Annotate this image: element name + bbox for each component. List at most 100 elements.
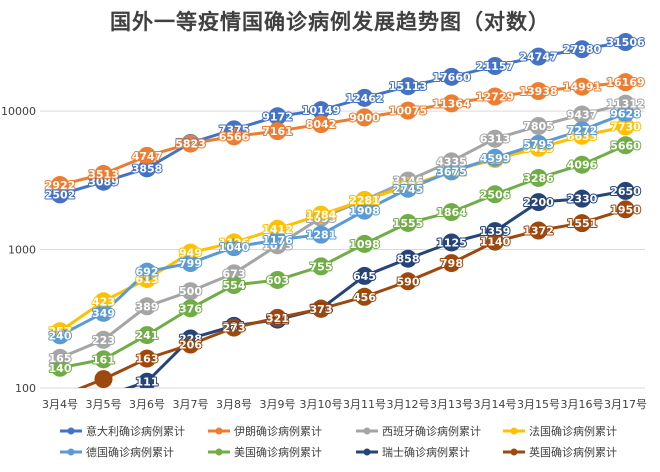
data-label: 1908 (349, 205, 380, 218)
data-label: 12462 (345, 92, 383, 105)
data-label: 373 (310, 303, 333, 316)
data-point (616, 200, 635, 219)
data-label: 755 (310, 260, 333, 273)
y-tick-label: 100 (15, 382, 36, 395)
data-label: 281 (223, 320, 246, 333)
data-label: 17660 (432, 71, 471, 84)
data-point (181, 299, 200, 318)
data-point (442, 67, 461, 86)
data-point (486, 57, 504, 76)
data-label: 500 (179, 285, 202, 298)
data-label: 1140 (480, 236, 511, 249)
data-point (312, 225, 330, 244)
y-tick-label: 10000 (1, 105, 36, 118)
data-label: 1098 (349, 238, 380, 251)
data-point (138, 326, 156, 345)
data-point (573, 155, 591, 174)
data-label: 1176 (262, 234, 293, 247)
data-point (181, 134, 200, 153)
data-point (573, 189, 591, 208)
data-point (486, 87, 504, 106)
data-label: 15113 (389, 80, 427, 93)
data-point (138, 297, 156, 316)
data-point (138, 159, 156, 178)
data-label: 10075 (389, 105, 427, 118)
data-label: 31506 (606, 36, 645, 49)
data-point (486, 232, 504, 251)
data-label: 5423 (523, 142, 554, 155)
data-label: 5823 (175, 138, 206, 151)
data-label: 27980 (563, 43, 602, 56)
data-label: 692 (136, 266, 159, 279)
data-label: 2281 (349, 194, 380, 207)
data-label: 140 (49, 362, 72, 375)
data-label: 24747 (519, 51, 557, 64)
data-label: 554 (223, 279, 246, 292)
data-label: 4499 (480, 153, 511, 166)
data-label: 1281 (306, 229, 337, 242)
data-label: 312 (266, 314, 289, 327)
data-point (529, 193, 548, 212)
data-point (138, 372, 156, 388)
data-label: 2650 (610, 185, 641, 198)
data-point (268, 107, 287, 126)
data-label: 240 (49, 329, 72, 342)
data-point (573, 105, 591, 124)
data-point (355, 287, 374, 306)
data-label: 5883 (175, 137, 206, 150)
data-point (138, 349, 156, 368)
data-label: 1372 (523, 225, 554, 238)
x-tick-label: 3月9号 (260, 398, 296, 411)
data-label: 11364 (432, 97, 471, 110)
data-label: 456 (353, 291, 376, 304)
data-point (529, 82, 548, 101)
legend-marker (67, 448, 75, 456)
data-label: 4599 (480, 152, 511, 165)
data-point (486, 185, 504, 204)
series-group (51, 33, 635, 388)
data-point (94, 164, 113, 183)
data-point (529, 47, 548, 66)
data-point (268, 122, 287, 141)
data-label: 163 (136, 353, 159, 366)
data-label: 161 (92, 353, 115, 366)
data-label: 799 (179, 257, 202, 270)
x-tick-label: 3月11号 (343, 398, 386, 411)
x-tick-label: 3月16号 (561, 398, 604, 411)
data-point (312, 101, 330, 120)
data-point (225, 238, 243, 257)
data-point (312, 257, 330, 276)
data-label: 7730 (610, 121, 641, 134)
data-label: 4747 (132, 150, 163, 163)
x-tick-label: 3月14号 (474, 398, 517, 411)
data-label: 858 (397, 253, 420, 266)
data-point (573, 77, 591, 96)
data-label: 590 (397, 275, 420, 288)
data-label: 257 (49, 325, 72, 338)
data-label: 14991 (563, 81, 601, 94)
x-tick-label: 3月13号 (430, 398, 473, 411)
data-label: 376 (179, 302, 202, 315)
data-label: 3661 (436, 165, 467, 178)
data-point (529, 221, 548, 240)
data-label: 645 (353, 270, 376, 283)
data-label: 6313 (480, 133, 511, 146)
x-tick-label: 3月15号 (517, 398, 560, 411)
data-label: 11312 (606, 98, 644, 111)
data-point (529, 134, 548, 153)
data-point (138, 146, 156, 165)
data-label: 273 (223, 322, 246, 335)
data-label: 1950 (610, 203, 641, 216)
data-label: 223 (92, 334, 115, 347)
data-point (486, 129, 504, 148)
data-label: 3858 (132, 162, 163, 175)
x-tick-label: 3月8号 (216, 398, 252, 411)
data-label: 2277 (349, 194, 380, 207)
data-point (573, 40, 591, 59)
data-label: 4335 (436, 155, 467, 168)
x-tick-label: 3月5号 (86, 398, 122, 411)
data-label: 3675 (436, 165, 467, 178)
data-label: 5795 (523, 138, 554, 151)
legend-marker (215, 427, 223, 435)
data-point (225, 318, 243, 337)
